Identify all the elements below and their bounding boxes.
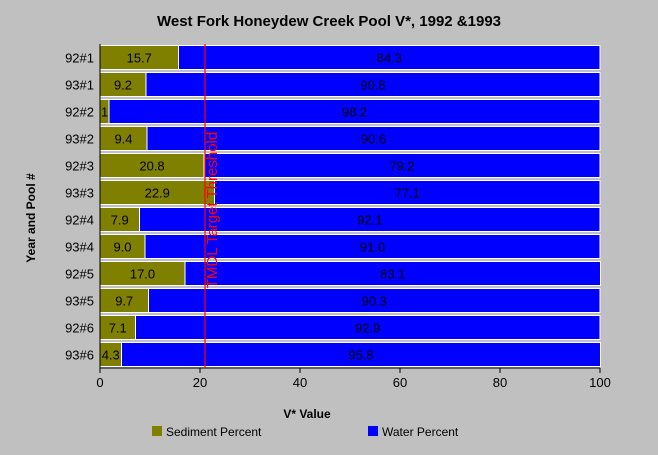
bar-segment [214,180,601,205]
x-axis-title: V* Value [283,407,331,421]
bar-value-label: 83.1 [380,267,405,282]
y-tick-label: 92#6 [65,321,94,336]
y-tick-label: 93#4 [65,240,94,255]
bar-value-label: 92.9 [355,321,380,336]
bar-value-label: 7.9 [111,213,129,228]
bar-value-label: 90.3 [362,294,387,309]
bar-segment [146,126,601,151]
y-tick-label: 92#2 [65,105,94,120]
y-tick-label: 93#6 [65,348,94,363]
bar-value-label: 9.0 [113,240,131,255]
legend-swatch [368,426,378,436]
bar-segment [148,288,601,313]
legend-swatch [152,426,162,436]
bar-value-label: 7.1 [109,321,127,336]
threshold-label: TMDL Target Threshold [204,132,221,288]
x-tick-label: 80 [493,375,507,390]
bar-value-label: 9.4 [114,132,132,147]
legend-label: Water Percent [382,425,459,439]
y-axis-title: Year and Pool # [24,173,38,263]
bar-segment [108,99,601,124]
bar-value-label: 79.2 [389,159,414,174]
bar-value-label: 90.8 [360,78,385,93]
chart-title: West Fork Honeydew Creek Pool V*, 1992 &… [157,13,501,30]
bar-value-label: 92.1 [357,213,382,228]
y-tick-label: 93#3 [65,186,94,201]
y-tick-label: 92#5 [65,267,94,282]
bar-value-label: 77.1 [395,186,420,201]
bar-segment [99,207,140,232]
bar-value-label: 4.3 [102,348,120,363]
bar-segment [99,126,148,151]
bar-value-label: 90.6 [361,132,386,147]
bar-segment [99,288,149,313]
bar-segment [99,153,205,178]
legend: Sediment Percent Water Percent [152,425,459,439]
bar-segment [144,234,601,259]
x-tick-label: 60 [393,375,407,390]
x-tick-label: 40 [293,375,307,390]
bar-segment [135,315,601,340]
bar-value-label: 91.0 [360,240,385,255]
x-tick-label: 100 [589,375,611,390]
bar-segment [121,342,601,367]
bar-value-label: 15.7 [127,51,152,66]
bar-segment [99,261,186,286]
bar-segment [99,72,147,97]
bar-segment [203,153,601,178]
bar-value-label: 22.9 [145,186,170,201]
bar-value-label: 9.7 [115,294,133,309]
bar-value-label: 9.2 [114,78,132,93]
x-tick-label: 20 [193,375,207,390]
y-tick-label: 92#3 [65,159,94,174]
x-tick-label: 0 [96,375,103,390]
bar-segment [145,72,601,97]
y-tick-label: 93#5 [65,294,94,309]
bar-value-label: 17.0 [130,267,155,282]
plot-area: 15.784.392#19.290.893#11.898.292#29.490.… [65,44,611,390]
y-tick-label: 92#4 [65,213,94,228]
legend-label: Sediment Percent [166,425,262,439]
bar-value-label: 98.2 [342,105,367,120]
bar-segment [184,261,601,286]
y-tick-label: 93#1 [65,78,94,93]
y-tick-label: 93#2 [65,132,94,147]
bar-segment [139,207,601,232]
bar-segment [178,45,601,70]
bar-value-label: 84.3 [377,51,402,66]
bar-value-label: 20.8 [139,159,164,174]
y-tick-label: 92#1 [65,51,94,66]
bar-value-label: 95.8 [348,348,373,363]
